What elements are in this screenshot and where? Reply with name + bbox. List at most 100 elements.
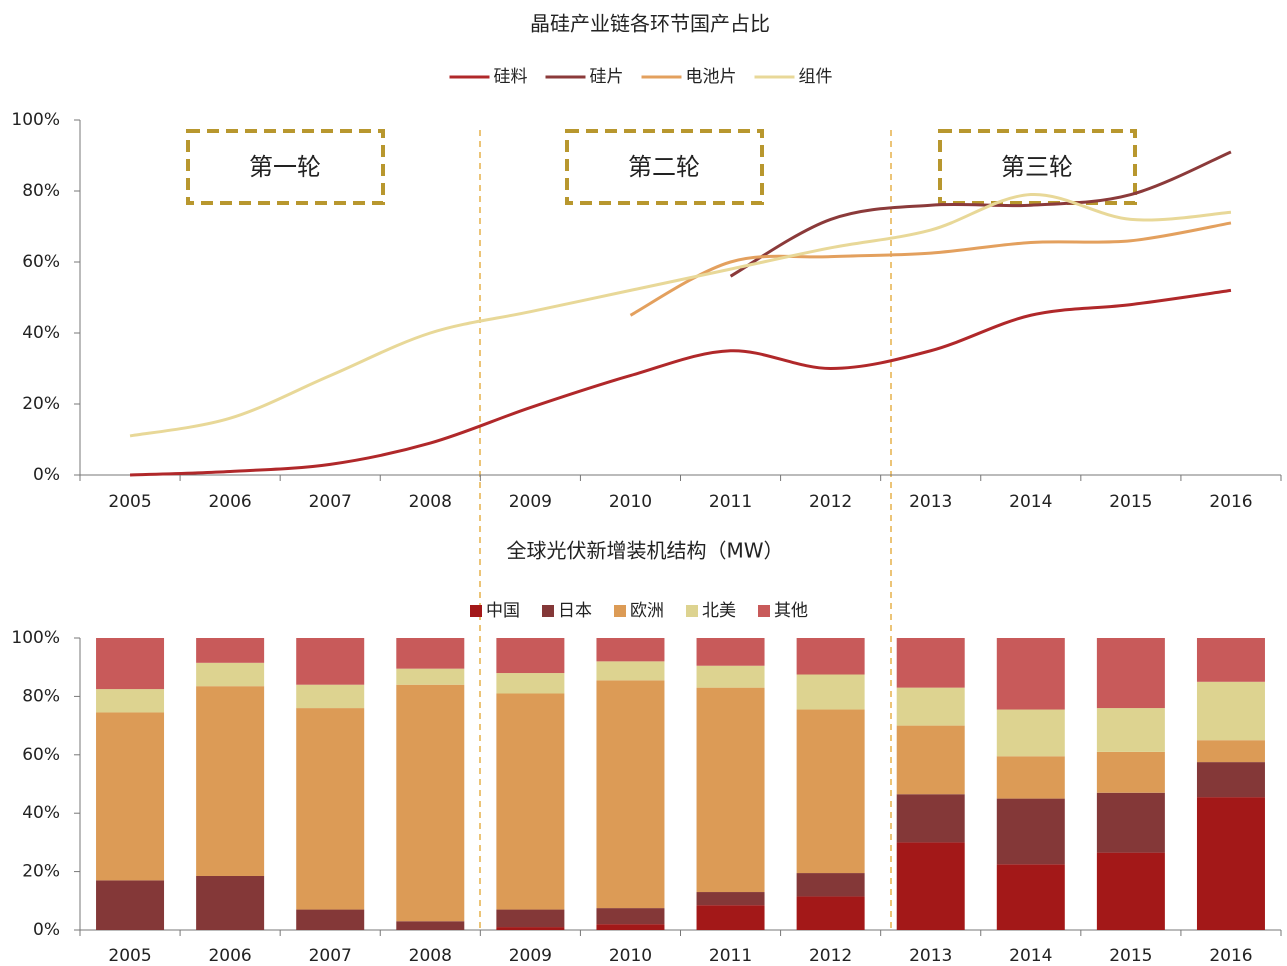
x-tick-label: 2016	[1209, 946, 1252, 966]
annotation: 第三轮	[1001, 153, 1073, 181]
annotation-box	[938, 129, 1137, 205]
legend-label: 硅片	[590, 67, 624, 87]
bar-segment	[596, 924, 665, 930]
bar-segment	[196, 638, 265, 663]
bar-segment	[96, 712, 165, 881]
legend-label: 日本	[558, 601, 592, 621]
legend-label: 电池片	[686, 67, 737, 87]
bar-segment	[496, 673, 565, 694]
x-tick-label: 2011	[709, 946, 752, 966]
line-series	[129, 193, 1232, 438]
bar-segment	[196, 662, 265, 687]
line-series	[129, 288, 1232, 477]
bar-segment	[996, 638, 1065, 710]
bar-segment	[796, 709, 865, 874]
chart-title: 晶硅产业链各环节国产占比	[530, 12, 770, 36]
bar-segment	[796, 674, 865, 710]
line-series	[729, 150, 1232, 278]
x-tick-label: 2016	[1209, 492, 1252, 512]
y-tick-label: 0%	[33, 465, 60, 485]
bar-segment	[696, 905, 765, 930]
bar-segment	[496, 693, 565, 910]
bar-segment	[1196, 681, 1265, 741]
bar-segment	[496, 638, 565, 674]
legend-label: 中国	[486, 601, 520, 621]
legend-swatch	[542, 605, 554, 617]
x-tick-label: 2012	[809, 946, 852, 966]
x-tick-label: 2005	[108, 946, 151, 966]
bar-segment	[496, 927, 565, 930]
legend-swatch	[758, 605, 770, 617]
annotation-box	[186, 129, 385, 205]
legend-label: 其他	[774, 601, 808, 621]
y-tick-label: 20%	[22, 862, 60, 882]
annotation: 第二轮	[628, 153, 700, 181]
x-tick-label: 2011	[709, 492, 752, 512]
bar-segment	[896, 842, 965, 930]
x-tick-label: 2008	[409, 946, 452, 966]
bar-segment	[396, 921, 465, 930]
bar-segment	[196, 686, 265, 876]
bar-segment	[696, 892, 765, 906]
bar-segment	[896, 725, 965, 795]
x-tick-label: 2014	[1009, 946, 1052, 966]
y-tick-label: 60%	[22, 745, 60, 765]
chart-title: 全球光伏新增装机结构（MW）	[506, 539, 783, 563]
y-tick-label: 80%	[22, 686, 60, 706]
x-tick-label: 2006	[208, 492, 251, 512]
legend-swatch	[470, 605, 482, 617]
x-tick-label: 2010	[609, 946, 652, 966]
bar-segment	[996, 864, 1065, 930]
x-tick-label: 2015	[1109, 492, 1152, 512]
bar-segment	[696, 638, 765, 666]
bar-segment	[396, 638, 465, 669]
x-tick-label: 2008	[409, 492, 452, 512]
x-tick-label: 2007	[309, 492, 352, 512]
bar-segment	[1196, 638, 1265, 682]
x-tick-label: 2009	[509, 946, 552, 966]
legend-swatch	[686, 605, 698, 617]
y-tick-label: 40%	[22, 803, 60, 823]
y-tick-label: 60%	[22, 252, 60, 272]
bar-segment	[1096, 792, 1165, 853]
bar-segment	[696, 687, 765, 893]
bar-segment	[296, 909, 365, 930]
bar-segment	[596, 908, 665, 925]
bar-segment	[596, 638, 665, 662]
y-tick-label: 100%	[11, 628, 60, 648]
bar-segment	[96, 689, 165, 713]
legend-label: 欧洲	[630, 601, 664, 621]
bar-segment	[296, 638, 365, 685]
bar-segment	[996, 798, 1065, 865]
x-tick-label: 2012	[809, 492, 852, 512]
bar-segment	[1096, 638, 1165, 709]
legend-label: 组件	[799, 67, 833, 87]
bar-segment	[96, 638, 165, 690]
y-tick-label: 40%	[22, 323, 60, 343]
x-tick-label: 2006	[208, 946, 251, 966]
bar-segment	[596, 680, 665, 909]
x-tick-label: 2005	[108, 492, 151, 512]
bar-segment	[896, 638, 965, 688]
annotation: 第一轮	[249, 153, 321, 181]
annotation-box	[565, 129, 764, 205]
bar-segment	[1196, 797, 1265, 930]
bar-segment	[996, 709, 1065, 757]
x-tick-label: 2015	[1109, 946, 1152, 966]
bar-segment	[196, 875, 265, 930]
legend-label: 硅料	[494, 67, 528, 87]
bar-segment	[796, 873, 865, 897]
y-tick-label: 80%	[22, 181, 60, 201]
bar-segment	[296, 708, 365, 910]
x-tick-label: 2013	[909, 946, 952, 966]
bar-segment	[596, 661, 665, 681]
round-boxes	[186, 129, 1137, 205]
bar-segment	[1096, 708, 1165, 752]
x-tick-label: 2010	[609, 492, 652, 512]
y-tick-label: 100%	[11, 110, 60, 130]
legend-label: 北美	[702, 601, 736, 621]
bar-segment	[296, 684, 365, 709]
line-series	[629, 221, 1232, 317]
x-tick-label: 2014	[1009, 492, 1052, 512]
y-tick-label: 20%	[22, 394, 60, 414]
